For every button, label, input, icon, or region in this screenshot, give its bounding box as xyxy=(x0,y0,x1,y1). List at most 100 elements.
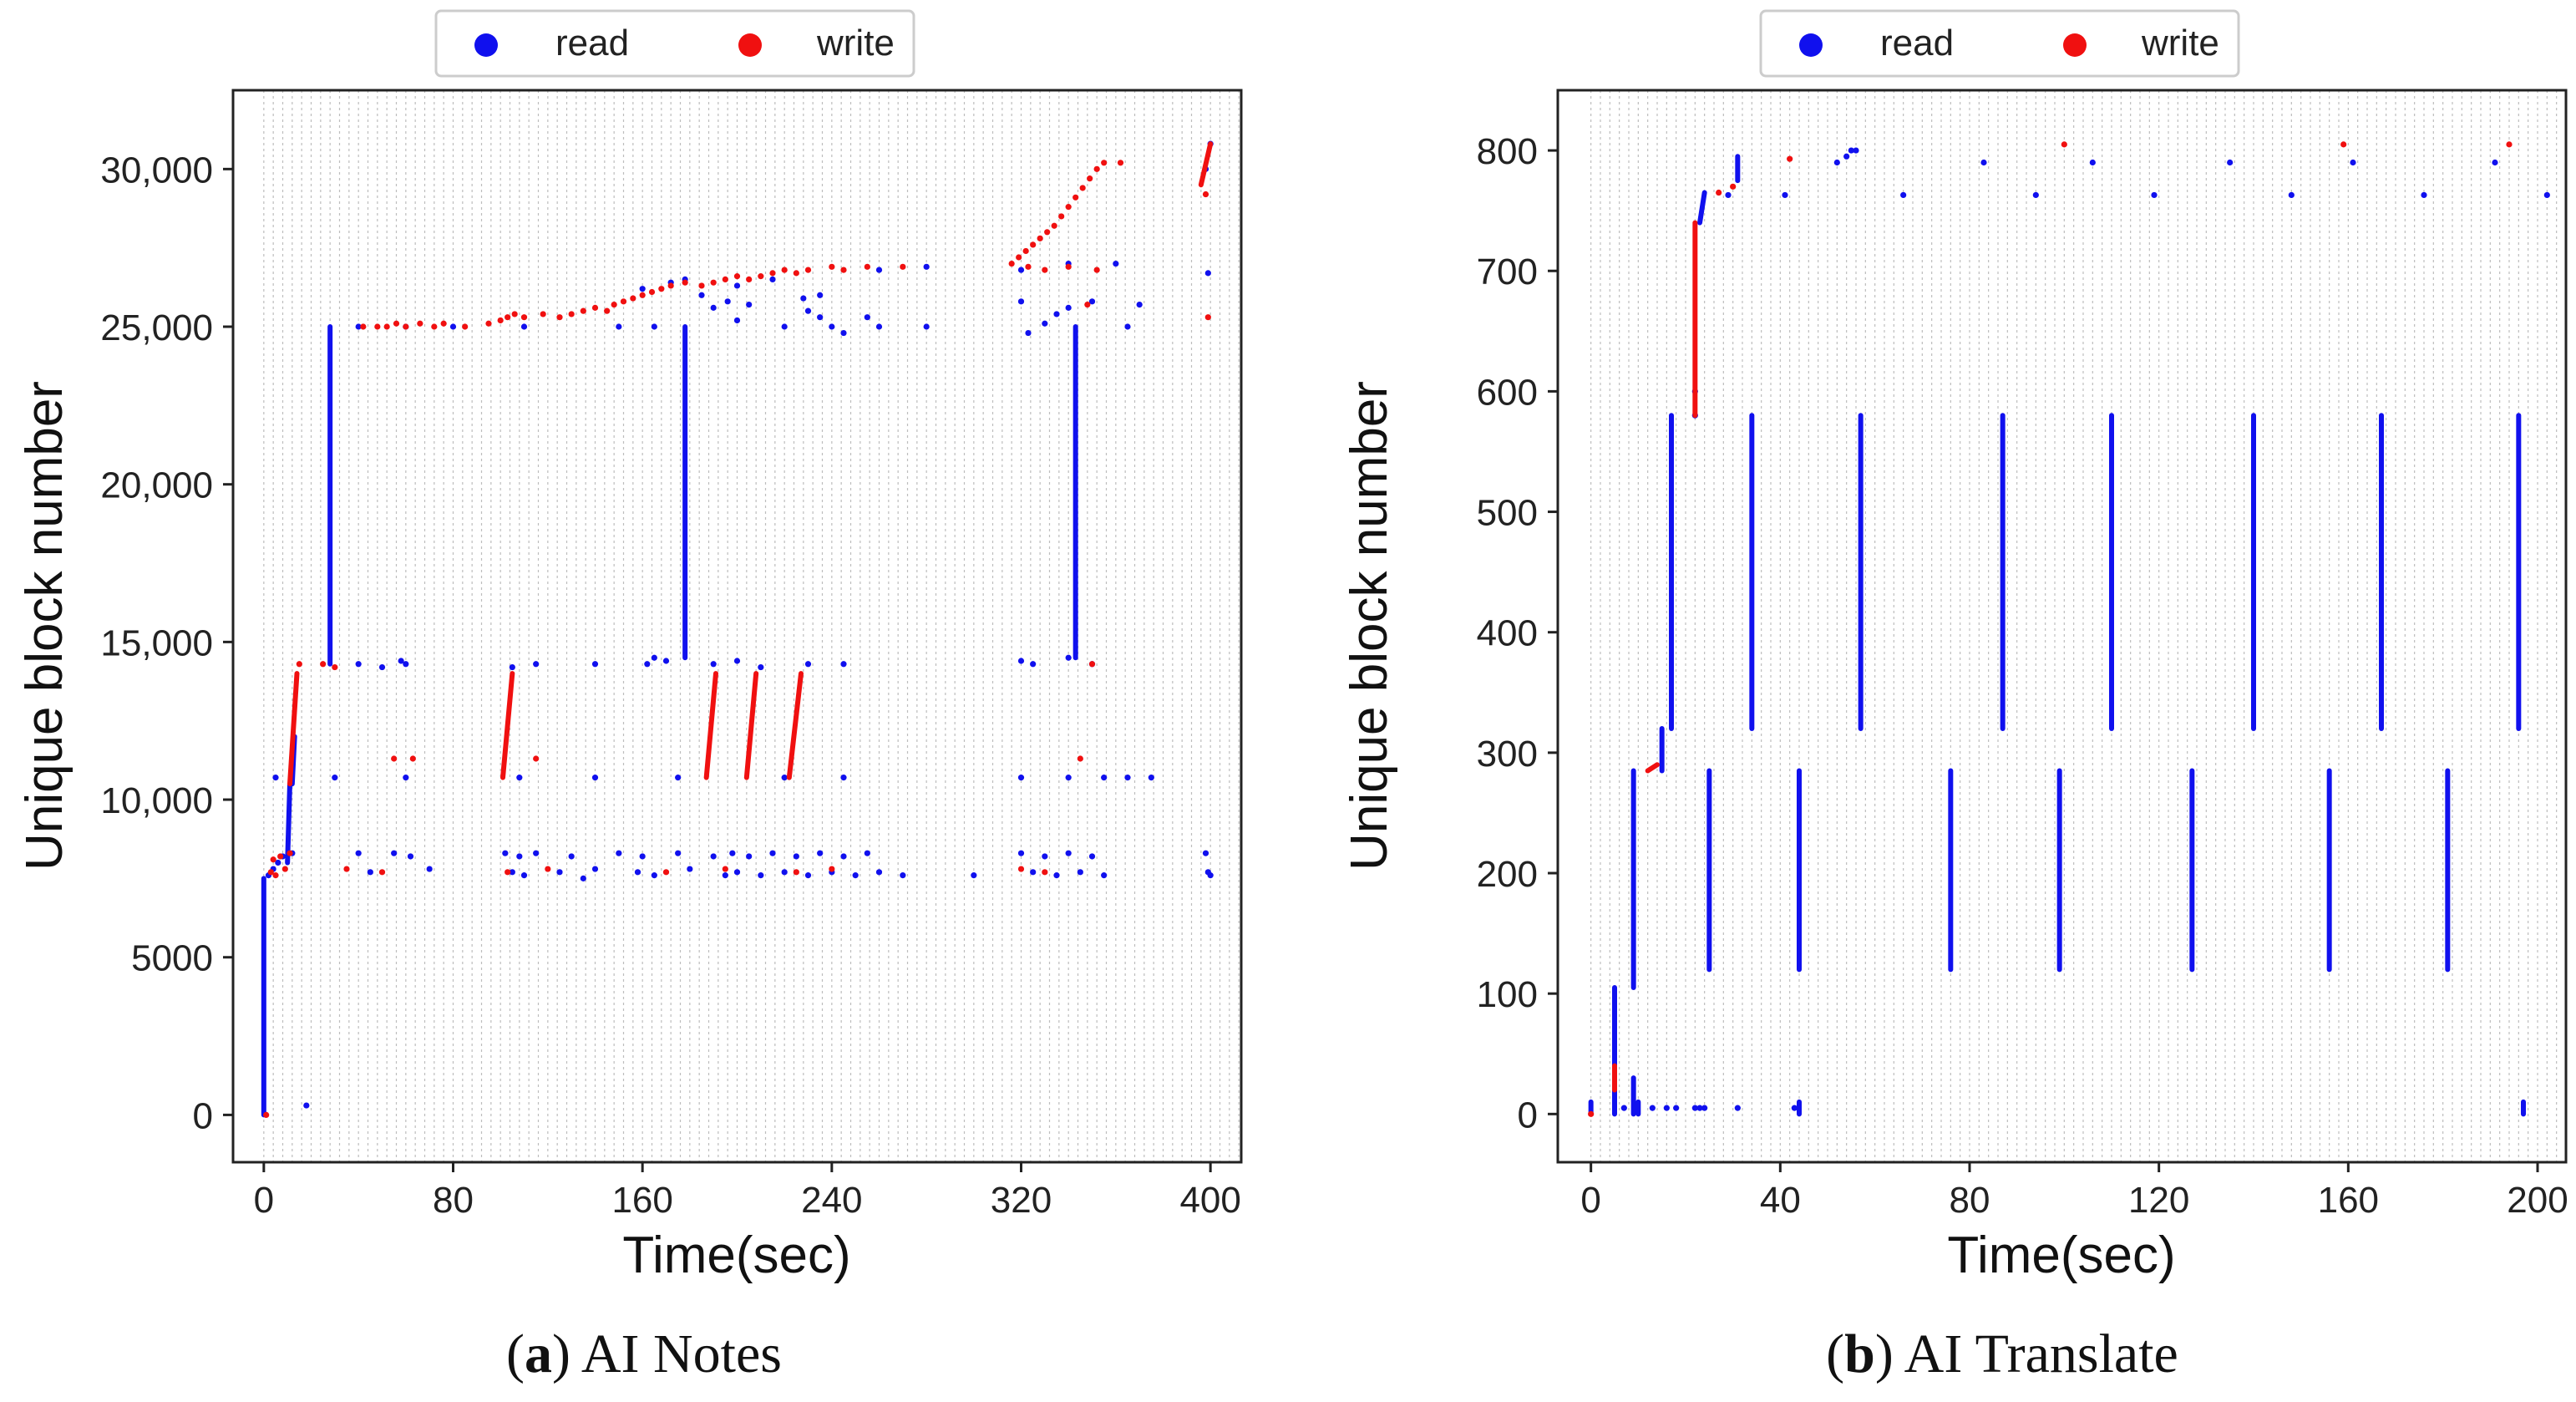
x-axis-b: 0 40 80 120 160 200 xyxy=(1580,1162,2568,1221)
caption-b: (b) AI Translate xyxy=(1826,1323,2178,1384)
write-point xyxy=(1077,755,1083,762)
read-point xyxy=(378,663,386,671)
x-tick-label: 0 xyxy=(254,1180,274,1221)
read-point xyxy=(355,323,362,330)
write-point xyxy=(1058,213,1065,220)
write-point xyxy=(332,663,338,671)
x-tick-label: 80 xyxy=(433,1180,474,1221)
read-point xyxy=(722,872,728,879)
write-point xyxy=(378,869,386,876)
x-axis-a: 0 80 160 240 320 400 xyxy=(254,1162,1241,1221)
read-point xyxy=(1782,191,1788,199)
write-point xyxy=(505,869,511,876)
legend-write-label: write xyxy=(816,23,895,63)
read-point xyxy=(710,304,717,311)
write-point xyxy=(343,866,350,872)
write-point xyxy=(1022,247,1029,255)
read-point xyxy=(2543,191,2550,199)
y-tick-label: 100 xyxy=(1477,974,1538,1015)
caption-a: (a) AI Notes xyxy=(506,1323,782,1384)
read-point xyxy=(971,872,977,879)
write-point xyxy=(374,323,381,330)
write-point xyxy=(758,273,764,280)
write-point xyxy=(793,270,799,277)
write-point xyxy=(1101,160,1108,166)
write-point xyxy=(710,279,717,286)
caption-a-title: AI Notes xyxy=(570,1323,782,1384)
write-point xyxy=(829,866,835,872)
legend-read-label: read xyxy=(555,23,629,63)
read-point xyxy=(840,661,847,668)
read-point xyxy=(1202,850,1209,856)
read-point xyxy=(1101,775,1108,781)
legend-frame xyxy=(434,9,915,78)
read-point xyxy=(516,775,523,781)
write-point xyxy=(580,307,586,314)
legend-read-marker xyxy=(1799,33,1823,57)
x-tick-label: 240 xyxy=(801,1180,862,1221)
legend-frame xyxy=(1759,9,2240,78)
write-point xyxy=(391,755,398,762)
read-point xyxy=(1691,1105,1698,1111)
read-point xyxy=(449,323,457,330)
y-axis-b: 0 100 200 300 400 500 600 700 800 xyxy=(1477,131,1558,1135)
read-point xyxy=(509,663,515,671)
read-point xyxy=(1701,1105,1708,1111)
caption-b-title: AI Translate xyxy=(1894,1323,2178,1384)
read-point xyxy=(1017,658,1025,664)
write-segment xyxy=(1645,762,1660,774)
read-point xyxy=(644,661,651,668)
write-point xyxy=(431,323,438,330)
read-point xyxy=(616,850,622,856)
series-write-b xyxy=(1588,141,2513,1117)
read-point xyxy=(817,314,824,321)
write-point xyxy=(540,311,546,317)
read-point xyxy=(1734,1105,1741,1111)
write-point xyxy=(793,869,799,876)
write-point xyxy=(658,286,665,292)
read-point xyxy=(687,866,693,872)
write-point xyxy=(511,311,518,317)
read-point xyxy=(2032,191,2039,199)
legend-write-marker xyxy=(738,33,762,57)
x-tick-label: 120 xyxy=(2128,1180,2189,1221)
write-point xyxy=(722,276,728,283)
read-point xyxy=(1620,1105,1627,1111)
read-point xyxy=(840,329,847,337)
read-point xyxy=(733,658,741,664)
caption-b-letter: b xyxy=(1844,1323,1875,1384)
y-tick-label: 25,000 xyxy=(100,307,213,348)
read-point xyxy=(403,775,409,781)
read-point xyxy=(651,323,657,330)
write-point xyxy=(1030,241,1037,248)
read-point xyxy=(516,853,523,860)
write-point xyxy=(270,856,276,863)
read-point xyxy=(1017,775,1025,781)
read-point xyxy=(2492,159,2498,166)
write-point xyxy=(648,288,656,296)
read-point xyxy=(1791,1105,1798,1111)
read-point xyxy=(769,276,776,283)
write-point xyxy=(604,307,611,314)
y-tick-label: 30,000 xyxy=(100,150,213,190)
write-point xyxy=(1087,175,1093,182)
write-segment xyxy=(786,671,804,780)
read-point xyxy=(1030,869,1037,876)
x-tick-label: 40 xyxy=(1760,1180,1801,1221)
read-point xyxy=(852,872,859,879)
y-axis-title-b: Unique block number xyxy=(1341,381,1398,871)
write-point xyxy=(568,311,575,317)
write-point xyxy=(900,263,906,270)
read-point xyxy=(1696,1105,1703,1111)
read-point xyxy=(864,314,870,321)
y-tick-label: 0 xyxy=(1518,1095,1538,1135)
write-point xyxy=(545,866,551,872)
read-point xyxy=(616,323,622,330)
read-point xyxy=(1673,1105,1680,1111)
write-point xyxy=(1716,189,1722,196)
write-point xyxy=(1787,155,1793,162)
read-point xyxy=(1725,191,1732,199)
write-point xyxy=(829,263,835,270)
series-read-a xyxy=(261,140,1214,1118)
write-point xyxy=(733,273,741,280)
